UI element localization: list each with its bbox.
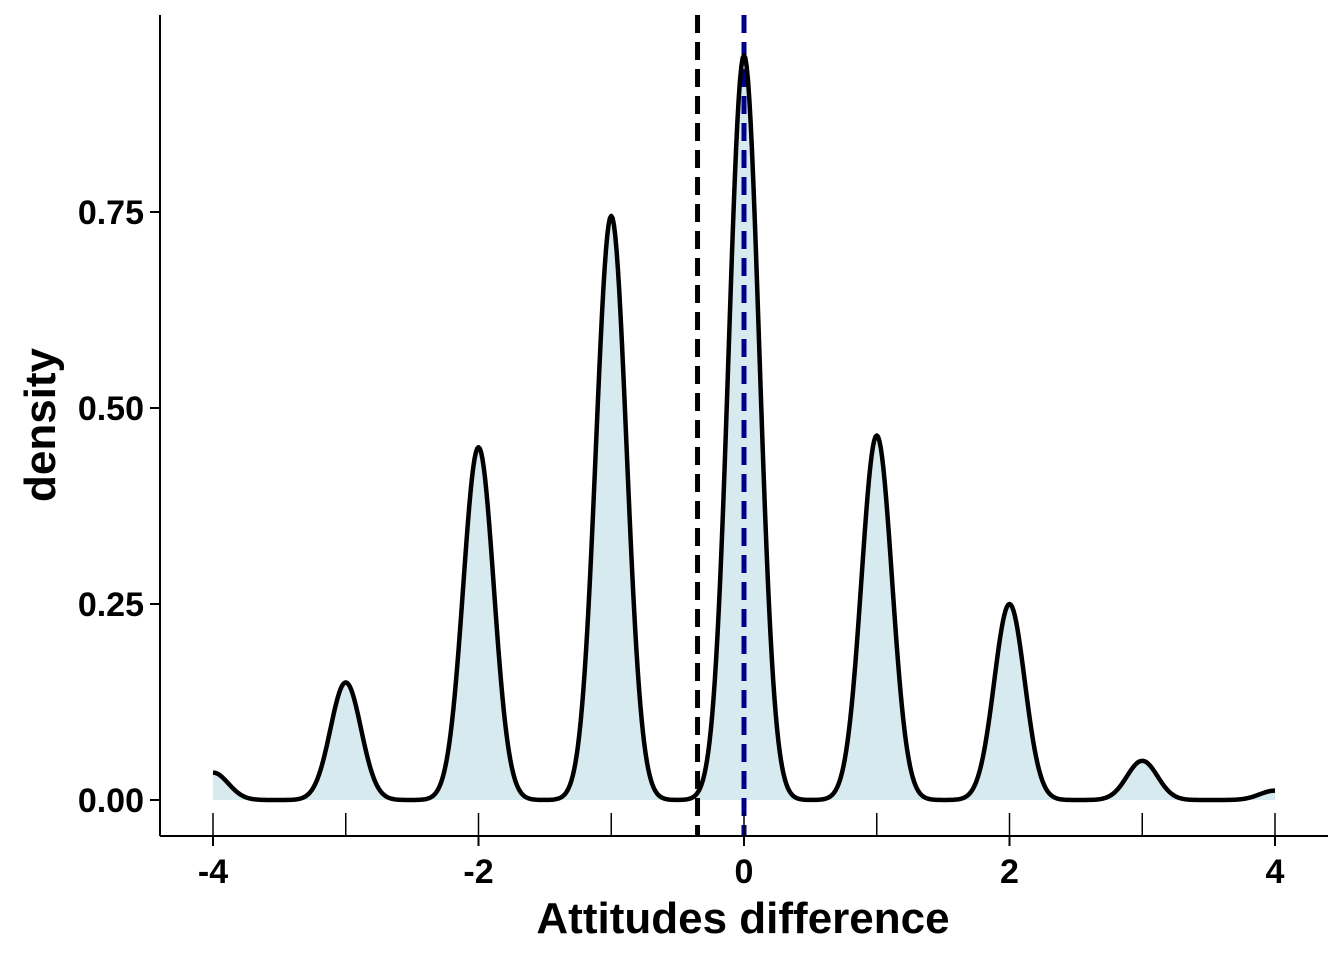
density-line — [212, 52, 1276, 803]
x-tick-label: 2 — [1000, 853, 1019, 891]
y-tick-label: 0.50 — [78, 390, 144, 428]
x-axis-title: Attitudes difference — [536, 894, 949, 943]
x-tick-label: 4 — [1266, 853, 1285, 891]
x-tick-label: 0 — [735, 853, 754, 891]
y-tick-label: 0.75 — [78, 194, 144, 232]
y-tick-label: 0.00 — [78, 782, 144, 820]
y-axis-title: density — [16, 347, 65, 502]
y-tick-label: 0.25 — [78, 586, 144, 624]
x-tick-label: -4 — [198, 853, 228, 891]
x-tick-label: -2 — [463, 853, 493, 891]
